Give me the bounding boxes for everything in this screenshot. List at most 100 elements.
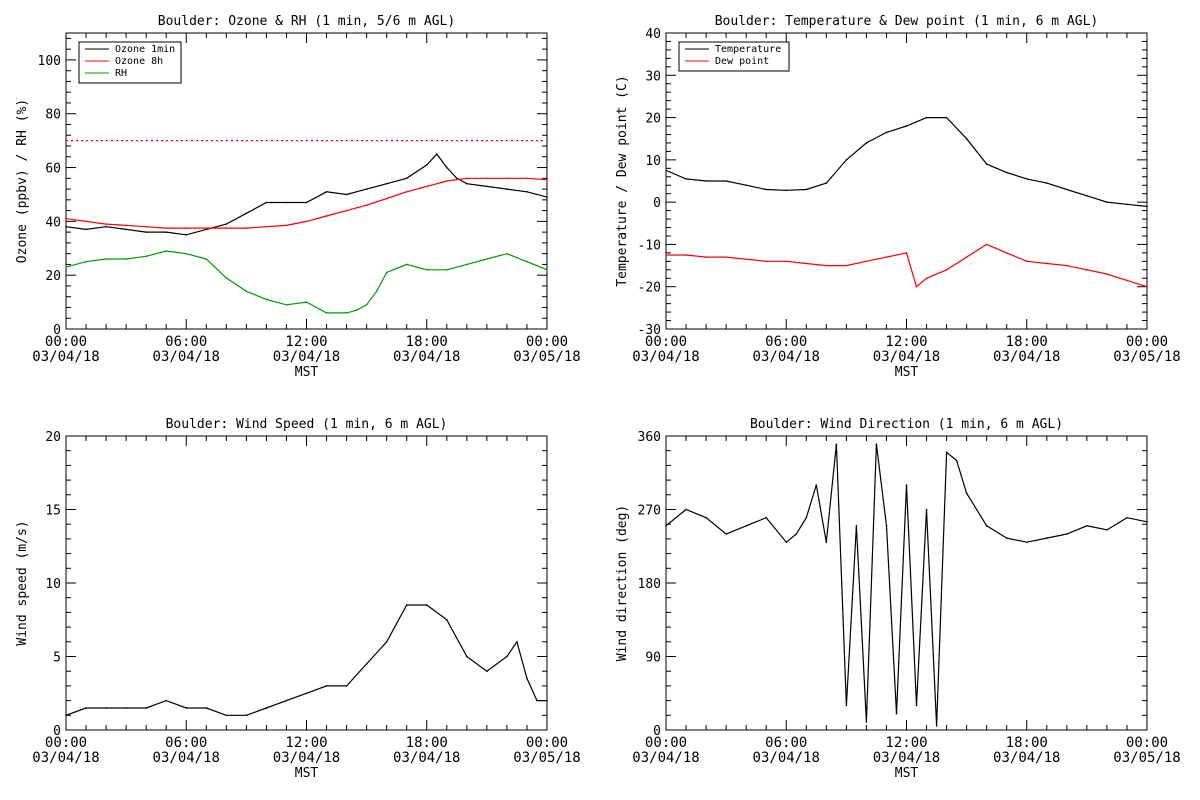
data-point [795,533,798,535]
data-point [985,163,988,165]
data-point [885,525,888,527]
data-point [1005,537,1008,539]
data-point [185,707,188,709]
data-point [526,677,528,680]
data-point [506,188,508,190]
data-point [445,618,448,621]
data-point [445,180,448,182]
x-tick-label: 00:00 [1126,334,1168,350]
data-point [105,707,107,709]
x-tick-date-label: 03/04/18 [873,750,940,766]
chart-title: Boulder: Temperature & Dew point (1 min,… [715,14,1099,29]
y-tick-label: 0 [53,323,61,338]
data-point [895,712,898,715]
data-point [365,663,368,665]
data-point [885,256,888,258]
data-point [1025,178,1028,180]
data-point [305,220,308,223]
data-point [1025,260,1028,263]
x-tick-label: 00:00 [45,735,87,751]
data-point [506,655,508,658]
y-axis-label: Ozone (ppbv) / RH (%) [15,99,30,263]
data-point [225,714,228,717]
x-tick-date-label: 03/04/18 [753,349,820,365]
data-point [245,290,248,293]
data-point [546,269,548,271]
data-point [885,131,888,134]
y-tick-label: 60 [45,162,61,177]
x-tick-date-label: 03/04/18 [153,750,220,766]
x-axis-label: MST [895,365,919,380]
x-tick-label: 00:00 [45,334,87,350]
data-point [1066,188,1068,191]
data-point [405,177,408,180]
data-point [945,451,948,454]
data-point [365,204,368,207]
plot-frame [665,435,1148,731]
data-point [145,225,147,228]
x-tick-date-label: 03/04/18 [153,349,220,365]
series-line-1 [666,444,1147,726]
data-point [305,201,308,204]
series-line-3 [66,250,547,314]
legend-entry: Ozone 1min [115,44,175,55]
data-point [905,484,908,486]
data-point [765,188,768,191]
data-point [145,255,147,258]
y-tick-label: 0 [653,724,661,739]
data-point [745,525,747,527]
y-axis-label: Temperature / Dew point (C) [615,75,630,286]
y-tick-label: 10 [45,577,61,592]
data-point [185,234,188,236]
data-point [665,169,667,172]
data-point [965,256,968,258]
data-point [835,443,838,445]
data-point [456,177,458,180]
data-point [665,254,667,256]
data-point [466,177,468,180]
data-point [125,258,127,260]
data-point [325,190,328,193]
data-point [536,699,538,702]
data-point [265,225,268,228]
data-point [685,508,687,511]
y-tick-label: 270 [638,504,661,519]
x-tick-label: 12:00 [285,735,327,751]
y-tick-label: 180 [638,577,661,592]
data-point [1086,195,1088,197]
x-tick-label: 00:00 [526,735,568,751]
data-point [765,260,768,263]
data-point [486,670,488,672]
data-point [355,309,358,311]
series-line-1 [66,153,547,236]
data-point [725,180,727,182]
plot-frame [665,32,1148,330]
x-tick-date-label: 03/05/18 [1113,750,1180,766]
x-tick-date-label: 03/04/18 [753,750,820,766]
data-point [725,256,727,258]
x-tick-date-label: 03/04/18 [993,349,1060,365]
data-point [1146,205,1148,208]
data-point [345,685,348,687]
data-point [425,269,428,271]
x-tick-date-label: 03/04/18 [632,349,699,365]
y-axis-label: Wind speed (m/s) [15,520,30,645]
data-point [245,227,248,229]
data-point [526,177,528,180]
data-point [125,228,127,231]
data-point [486,185,488,188]
data-point [845,264,848,267]
data-point [245,714,248,717]
data-point [285,201,288,204]
data-point [1005,171,1008,174]
data-point [705,256,707,258]
data-point [905,125,908,127]
data-point [1086,525,1088,527]
data-point [526,260,528,263]
data-point [425,185,428,188]
data-point [865,721,868,723]
x-tick-date-label: 03/04/18 [273,750,340,766]
chart-title: Boulder: Wind Speed (1 min, 6 m AGL) [166,417,448,432]
data-point [65,714,67,717]
